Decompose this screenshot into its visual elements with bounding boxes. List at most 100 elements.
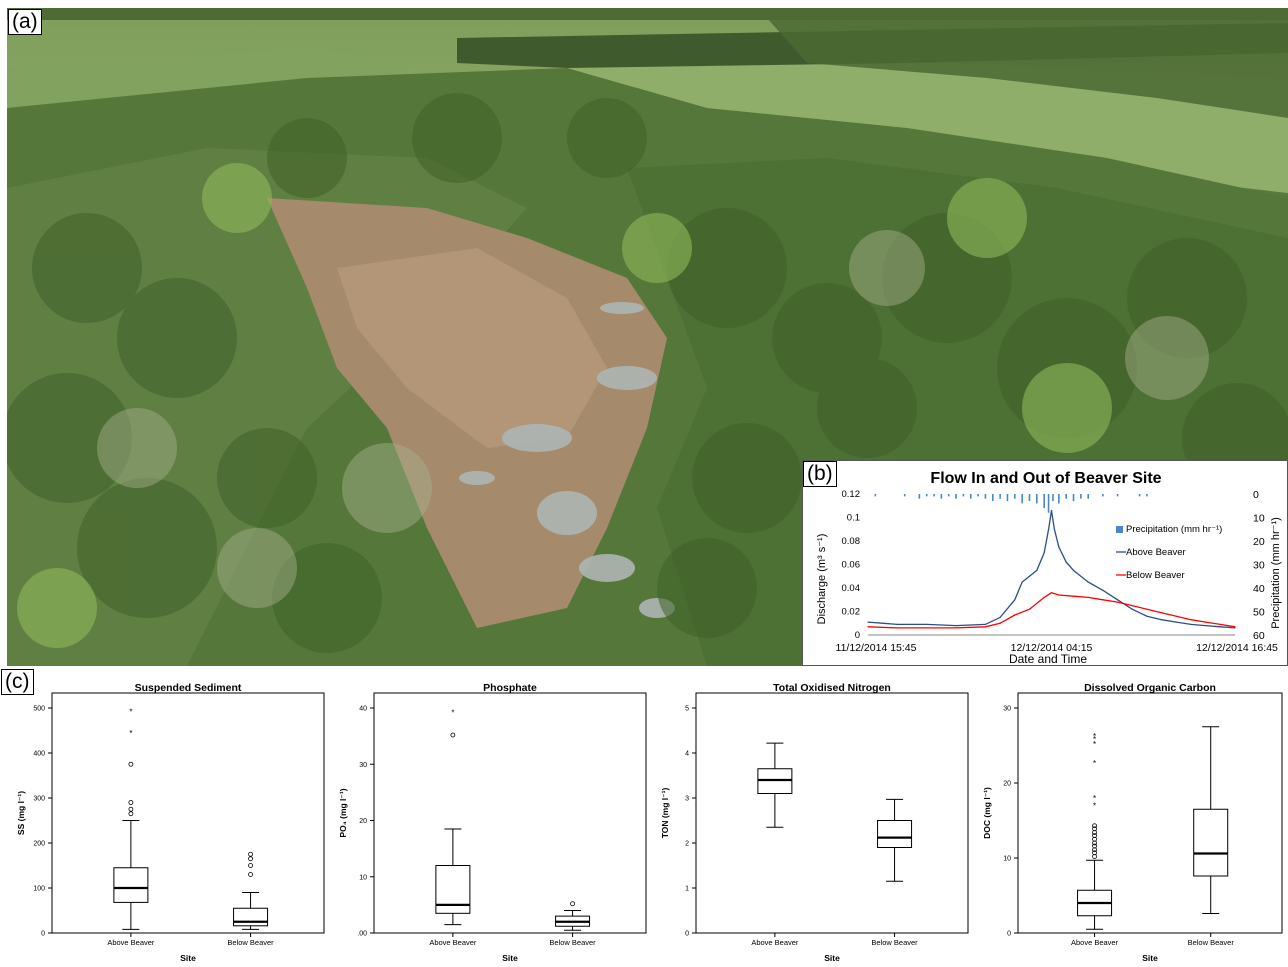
plot-frame: [1017, 692, 1283, 934]
below-beaver-point: [1190, 619, 1192, 621]
precipitation-bar: [1080, 494, 1082, 499]
precipitation-bar: [1146, 494, 1148, 497]
iqr-box: [233, 907, 269, 927]
x-tick-label: Above Beaver: [429, 938, 477, 947]
y-tick-label: 20: [359, 818, 367, 825]
flow-y-tick-label: 0.06: [842, 560, 861, 571]
extreme-point: *: [451, 709, 454, 718]
flow-y-tick-label: 0.1: [847, 513, 860, 524]
outlier-point: [1092, 843, 1097, 849]
precipitation-bar: [1036, 494, 1038, 504]
above-beaver-point: [1205, 625, 1207, 627]
precipitation-bar: [1065, 494, 1067, 499]
below-beaver-point: [1161, 612, 1163, 614]
boxplot-phosphate: Phosphate .00 10 20 30 40 PO₄ (mg l⁻¹) Site Abov…: [338, 682, 647, 963]
below-beaver-point: [1014, 614, 1016, 616]
flow-y-tick-label: 0.08: [842, 536, 861, 547]
precipitation-bar: [1052, 494, 1054, 502]
extreme-point: *: [1093, 794, 1096, 803]
y-tick-label: 400: [33, 751, 45, 758]
x-tick-label: Below Beaver: [549, 938, 596, 947]
precipitation-bar: [1043, 494, 1045, 509]
panel-label-a: (a): [8, 9, 42, 35]
above-beaver-point: [1102, 589, 1104, 591]
above-beaver-point: [1053, 528, 1056, 530]
outlier-point: [128, 806, 134, 812]
above-beaver-point: [1175, 621, 1177, 623]
below-beaver-point: [1219, 623, 1221, 626]
flow-chart-title: Flow In and Out of Beaver Site: [930, 470, 1161, 487]
outlier-point: [248, 851, 253, 857]
x-tick-label: Above Beaver: [107, 938, 155, 947]
y-axis-label: PO₄ (mg l⁻¹): [338, 788, 348, 837]
y-tick-label: 0: [1007, 931, 1011, 938]
flow-y2-tick-label: 20: [1253, 536, 1265, 548]
y-tick-label: 30: [1003, 706, 1011, 713]
precipitation-bar: [1047, 494, 1050, 513]
boxplot-total-oxidised-nitrogen: Total Oxidised Nitrogen 0 1 2 3 4 5 TON (mg l⁻¹…: [660, 682, 969, 963]
outlier-point: [1092, 833, 1097, 838]
below-beaver-point: [926, 627, 928, 629]
below-beaver-point: [1205, 621, 1207, 623]
iqr-box: [1193, 808, 1229, 877]
above-beaver-point: [1116, 599, 1119, 601]
above-beaver-point: [999, 616, 1001, 618]
plot-frame: [695, 692, 969, 934]
panel-label-c: (c): [1, 669, 34, 695]
outlier-point: [128, 761, 134, 767]
y-tick-label: 0: [41, 931, 45, 938]
flow-x-axis-label: Date and Time: [1009, 652, 1087, 666]
flow-x-tick-label: 12/12/2014 04:15: [1011, 642, 1093, 654]
precipitation-bar: [1058, 494, 1060, 504]
y-axis-label: TON (mg l⁻¹): [660, 788, 670, 839]
below-beaver-point: [896, 627, 898, 629]
flow-y2-tick-label: 40: [1253, 583, 1265, 595]
above-beaver-point: [1065, 561, 1067, 563]
boxplot-dissolved-organic-carbon: Dissolved Organic Carbon 0 10 20 30 DOC (mg l…: [982, 682, 1283, 963]
boxplot-title: Total Oxidised Nitrogen: [773, 682, 891, 694]
below-beaver-point: [1175, 615, 1177, 617]
flow-y-tick-label: 0.12: [842, 489, 861, 500]
above-beaver-point: [1028, 575, 1031, 577]
y-tick-label: .00: [357, 931, 367, 938]
y-tick-label: 1: [685, 886, 689, 893]
above-beaver-point: [1036, 569, 1038, 571]
below-beaver-point: [1050, 592, 1053, 594]
outlier-point: [248, 856, 253, 862]
precipitation-bar: [1028, 494, 1031, 502]
boxplot-title: Suspended Sediment: [135, 682, 242, 694]
above-beaver-point: [1058, 546, 1060, 548]
flow-chart-inset: Flow In and Out of Beaver Site Discharge…: [802, 460, 1288, 666]
outlier-point: [128, 811, 134, 817]
flow-y-tick-label: 0: [855, 630, 860, 641]
y-tick-label: 4: [685, 751, 689, 758]
above-beaver-point: [867, 621, 869, 623]
y-tick-label: 5: [685, 706, 689, 713]
above-beaver-point: [955, 625, 957, 627]
y-tick-label: 40: [359, 706, 367, 713]
flow-x-tick-label: 12/12/2014 16:45: [1196, 642, 1278, 654]
flow-legend-label: Below Beaver: [1126, 570, 1185, 581]
above-beaver-point: [1190, 623, 1192, 626]
precipitation-bar: [903, 494, 906, 497]
below-beaver-point: [1234, 626, 1236, 628]
precipitation-bar: [933, 494, 935, 497]
outlier-point: [570, 901, 575, 907]
x-tick-label: Below Beaver: [227, 938, 274, 947]
iqr-box: [757, 768, 793, 794]
extreme-point: *: [1093, 759, 1096, 768]
precipitation-bar: [1138, 494, 1141, 497]
outlier-point: [248, 863, 253, 868]
extreme-point: *: [1093, 802, 1096, 811]
x-tick-label: Above Beaver: [751, 938, 799, 947]
iqr-box: [113, 867, 149, 903]
above-beaver-point: [1234, 627, 1236, 629]
boxplot-title: Dissolved Organic Carbon: [1084, 682, 1216, 694]
below-beaver-point: [1146, 608, 1148, 610]
y-tick-label: 0: [685, 931, 689, 938]
iqr-box: [877, 820, 913, 848]
precipitation-bar: [991, 494, 994, 502]
outlier-point: [128, 800, 134, 805]
below-beaver-point: [1087, 596, 1089, 598]
above-beaver-point: [1219, 626, 1221, 628]
